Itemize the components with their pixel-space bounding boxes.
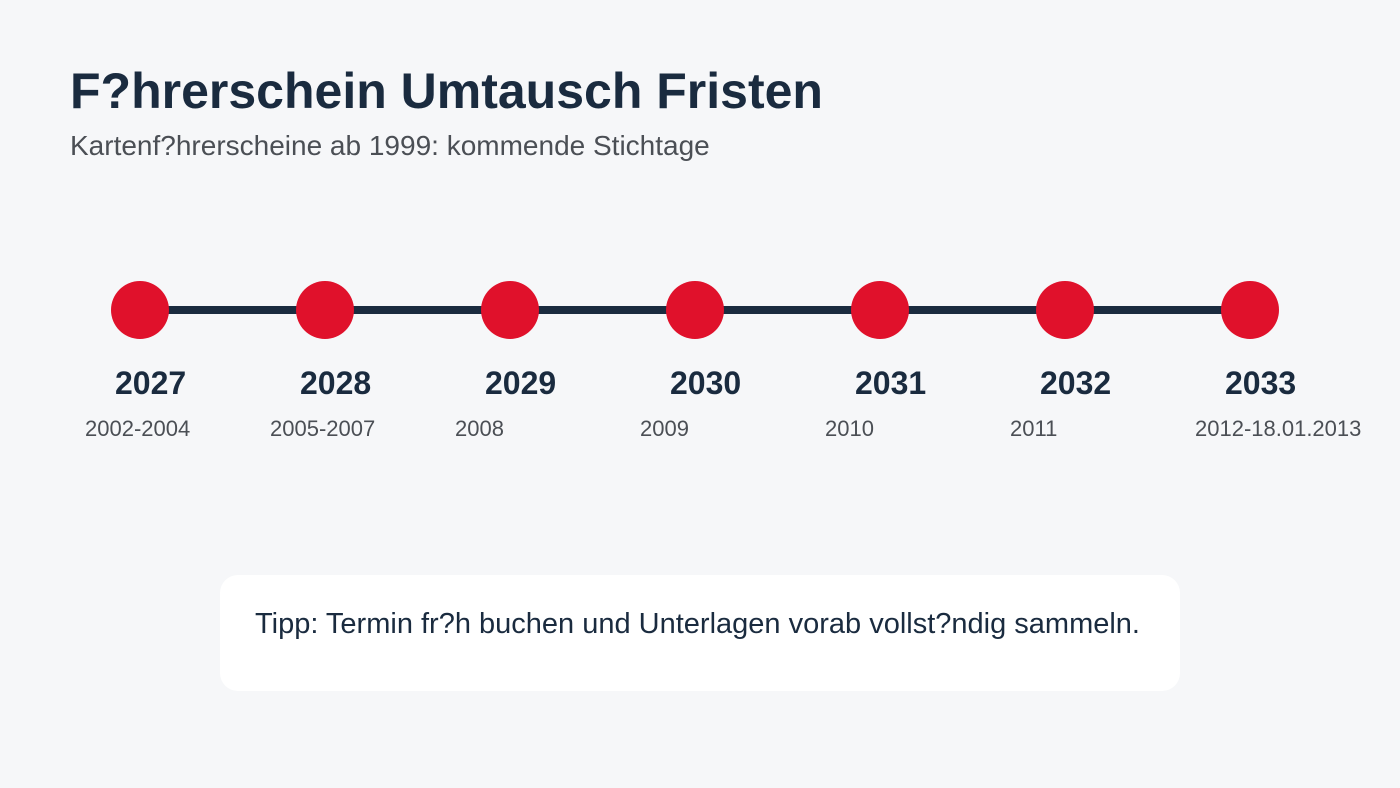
- timeline-milestone: 2029 2008: [455, 281, 750, 510]
- milestone-range: 2012-18.01.2013: [1195, 416, 1362, 441]
- tip-text: Tipp: Termin fr?h buchen und Unterlagen …: [255, 608, 1140, 640]
- milestone-year: 2028: [300, 365, 372, 401]
- milestone-year: 2027: [115, 365, 187, 401]
- timeline-milestone: 2031 2010: [825, 281, 1120, 510]
- milestone-year: 2031: [855, 365, 927, 401]
- milestone-dot: [666, 281, 724, 339]
- tip-card: Tipp: Termin fr?h buchen und Unterlagen …: [220, 575, 1180, 691]
- milestone-year: 2030: [670, 365, 742, 401]
- milestone-year: 2032: [1040, 365, 1112, 401]
- milestone-dot: [1036, 281, 1094, 339]
- timeline-milestone: 2028 2005-2007: [270, 281, 565, 510]
- milestone-range: 2009: [640, 416, 689, 441]
- milestone-range: 2008: [455, 416, 504, 441]
- timeline-milestone: 2027 2002-2004: [85, 281, 380, 510]
- milestone-dot: [851, 281, 909, 339]
- milestone-range: 2002-2004: [85, 416, 191, 441]
- milestone-range: 2011: [1010, 416, 1058, 441]
- milestone-range: 2005-2007: [270, 416, 376, 441]
- timeline-milestone: 2032 2011: [1010, 281, 1305, 510]
- milestone-range: 2010: [825, 416, 874, 441]
- milestone-dot: [111, 281, 169, 339]
- timeline-milestone: 2030 2009: [640, 281, 935, 510]
- milestone-dot: [1221, 281, 1279, 339]
- milestone-year: 2033: [1225, 365, 1297, 401]
- milestone-dot: [481, 281, 539, 339]
- milestone-year: 2029: [485, 365, 557, 401]
- page-subtitle: Kartenf?hrerscheine ab 1999: kommende St…: [70, 130, 710, 161]
- milestone-dot: [296, 281, 354, 339]
- page-title: F?hrerschein Umtausch Fristen: [70, 63, 823, 119]
- timeline-milestone: 2033 2012-18.01.2013: [1195, 281, 1400, 510]
